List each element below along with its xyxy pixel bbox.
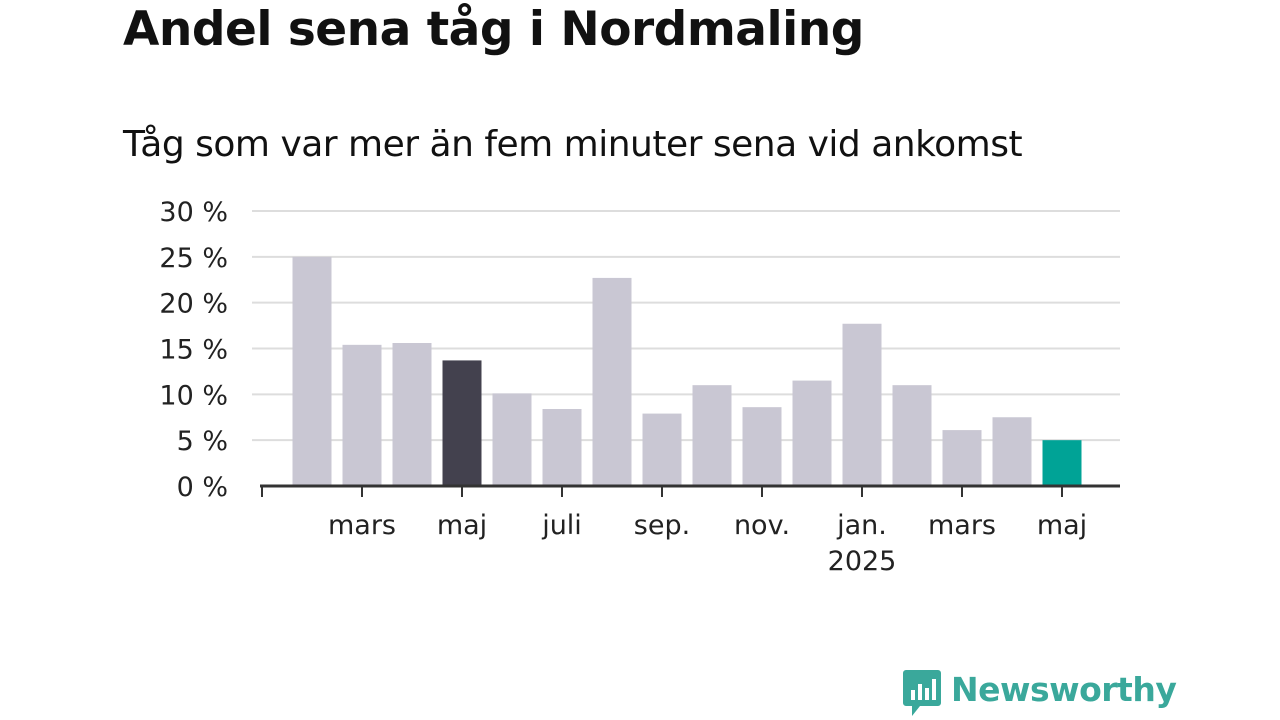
bar-2024-05 — [442, 360, 482, 486]
x-axis-ticks: mars maj juli sep. nov. jan. 2025 mars maj — [328, 486, 1087, 577]
x-tick-label: jan. — [836, 510, 887, 541]
y-axis-ticks: 0 % 5 % 10 % 15 % 20 % 25 % 30 % — [159, 197, 228, 503]
bar-2025-01 — [842, 323, 882, 486]
bar-2024-04 — [392, 343, 432, 486]
bars — [292, 256, 1082, 486]
bar-2024-12 — [792, 380, 832, 486]
bar-2024-02 — [292, 256, 332, 486]
x-axis — [260, 484, 1120, 497]
bar-2025-02 — [892, 385, 932, 486]
brand-logo: Newsworthy — [903, 670, 1177, 720]
x-tick-label: juli — [541, 510, 582, 541]
bar-2024-03 — [342, 344, 382, 486]
bar-2025-04 — [992, 417, 1032, 486]
y-tick-label: 0 % — [177, 472, 228, 503]
x-tick-label: sep. — [634, 510, 690, 541]
x-tick-label: mars — [928, 510, 996, 541]
bar-2024-06 — [492, 393, 532, 486]
y-tick-label: 15 % — [159, 335, 228, 366]
bar-2024-07 — [542, 409, 582, 486]
newsworthy-logo-icon — [903, 670, 941, 716]
x-tick-sublabel: 2025 — [828, 546, 897, 577]
y-tick-label: 25 % — [159, 243, 228, 274]
bar-2025-03 — [942, 430, 982, 486]
gridlines — [252, 210, 1120, 442]
x-tick-label: nov. — [734, 510, 790, 541]
brand-name: Newsworthy — [951, 670, 1177, 709]
bar-2024-10 — [692, 385, 732, 486]
bar-2024-08 — [592, 277, 632, 486]
x-tick-label: maj — [1037, 510, 1087, 541]
bar-2024-11 — [742, 407, 782, 486]
bar-2024-09 — [642, 413, 682, 486]
y-tick-label: 10 % — [159, 380, 228, 411]
y-tick-label: 20 % — [159, 289, 228, 320]
chart-title: Andel sena tåg i Nordmaling — [123, 2, 864, 57]
y-tick-label: 5 % — [177, 426, 228, 457]
bar-2025-05 — [1042, 440, 1082, 486]
y-tick-label: 30 % — [159, 197, 228, 228]
chart-subtitle: Tåg som var mer än fem minuter sena vid … — [123, 124, 1023, 165]
x-tick-label: maj — [437, 510, 487, 541]
x-tick-label: mars — [328, 510, 396, 541]
